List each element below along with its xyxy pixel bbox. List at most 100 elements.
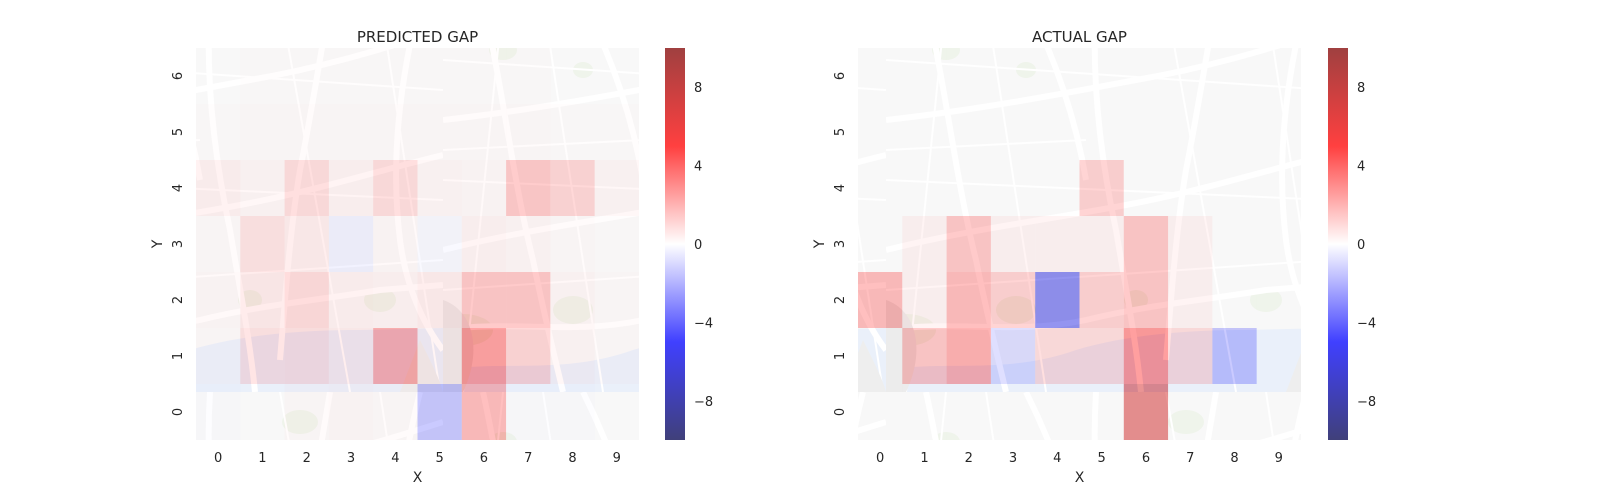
heatmap-cell — [196, 384, 241, 440]
heatmap-cell — [506, 272, 551, 328]
heatmap-cell — [506, 216, 551, 272]
heatmap-cell — [594, 48, 639, 104]
heatmap-cell — [461, 272, 507, 328]
heatmap-cell — [858, 328, 903, 384]
heatmap-cell — [240, 272, 285, 328]
heatmap-cell — [946, 328, 991, 384]
heatmap-cell — [1212, 216, 1257, 272]
heatmap-cell — [1256, 48, 1301, 104]
chart-title: PREDICTED GAP — [357, 28, 478, 46]
y-tick-label: 1 — [171, 352, 186, 360]
heatmap-cell — [990, 48, 1036, 104]
heatmap-cell — [417, 160, 462, 216]
x-tick-label: 4 — [391, 451, 399, 466]
heatmap-cell — [240, 384, 285, 440]
heatmap-cell — [1168, 48, 1213, 104]
heatmap-cell — [284, 384, 329, 440]
heatmap-cell — [990, 104, 1036, 160]
heatmap-cell — [461, 384, 507, 440]
heatmap-cell — [550, 160, 595, 216]
heatmap-cell — [1212, 160, 1257, 216]
heatmap-cell — [1123, 104, 1169, 160]
heatmap-cell — [858, 160, 903, 216]
heatmap-cell — [1079, 328, 1124, 384]
heatmap-cell — [196, 104, 241, 160]
chart-title: ACTUAL GAP — [1032, 28, 1127, 46]
x-tick-label: 7 — [524, 451, 532, 466]
heatmap-cell — [284, 216, 329, 272]
x-tick-label: 9 — [1275, 451, 1283, 466]
heatmap-cell — [284, 104, 329, 160]
map-background — [858, 48, 1301, 440]
colorbar-tick-label: 4 — [1357, 160, 1365, 175]
x-tick-label: 0 — [214, 451, 222, 466]
heatmap-cell — [858, 104, 903, 160]
heatmap-cell — [417, 384, 462, 440]
heatmap-cell — [417, 216, 462, 272]
heatmap-cell — [461, 216, 507, 272]
heatmap-cell — [373, 104, 418, 160]
heatmap-cell — [1123, 272, 1169, 328]
x-tick-label: 0 — [876, 451, 884, 466]
panel-predicted: PREDICTED GAP 0 1 2 3 4 5 6 7 8 9 X 0 1 2 3 4 5 6 Y 8 4 0 −4 −8 — [150, 28, 713, 486]
heatmap-cell — [550, 272, 595, 328]
y-tick-label: 3 — [171, 240, 186, 248]
y-tick-label: 6 — [833, 72, 848, 80]
heatmap-cell — [902, 384, 947, 440]
colorbar-tick-label: 4 — [694, 160, 702, 175]
heatmap-cell — [594, 272, 639, 328]
heatmap-cell — [328, 216, 374, 272]
heatmap-cell — [328, 272, 374, 328]
panel-actual: ACTUAL GAP 0 1 2 3 4 5 6 7 8 9 X 0 1 2 3 4 5 6 Y 8 4 0 −4 −8 — [812, 28, 1376, 486]
x-tick-label: 4 — [1053, 451, 1061, 466]
heatmap-cell — [1035, 216, 1080, 272]
heatmap-cell — [328, 160, 374, 216]
heatmap-cell — [1168, 216, 1213, 272]
heatmap-cell — [1079, 216, 1124, 272]
heatmap-cell — [946, 48, 991, 104]
heatmap-cell — [990, 328, 1036, 384]
x-tick-label: 5 — [1098, 451, 1106, 466]
heatmap-cell — [858, 272, 903, 328]
heatmap-cell — [550, 104, 595, 160]
heatmap-cell — [240, 104, 285, 160]
heatmap-cell — [196, 328, 241, 384]
heatmap-cell — [328, 104, 374, 160]
heatmap-cell — [1035, 384, 1080, 440]
heatmap-cell — [1079, 384, 1124, 440]
heatmap-cell — [284, 48, 329, 104]
y-tick-label: 4 — [171, 184, 186, 192]
heatmap-cell — [506, 160, 551, 216]
heatmap-cell — [461, 104, 507, 160]
heatmap-cell — [373, 160, 418, 216]
heatmap-cell — [550, 328, 595, 384]
heatmap-cell — [902, 104, 947, 160]
heatmap-cell — [1079, 160, 1124, 216]
heatmap-cell — [1256, 216, 1301, 272]
colorbar-tick-label: −8 — [694, 395, 713, 410]
colorbar — [665, 48, 685, 440]
heatmap-cell — [284, 160, 329, 216]
heatmap-cell — [902, 216, 947, 272]
heatmap-cell — [990, 384, 1036, 440]
y-tick-label: 4 — [833, 184, 848, 192]
heatmap-cell — [594, 384, 639, 440]
heatmap-cell — [1256, 160, 1301, 216]
heatmap-cell — [1212, 104, 1257, 160]
heatmap-cell — [373, 216, 418, 272]
heatmap-cell — [328, 328, 374, 384]
y-axis-label: Y — [150, 239, 166, 249]
colorbar-tick-label: −8 — [1357, 395, 1376, 410]
heatmap-cell — [1035, 328, 1080, 384]
heatmap-cell — [506, 384, 551, 440]
heatmap-cell — [550, 216, 595, 272]
colorbar-tick-label: 8 — [694, 81, 702, 96]
heatmap-cell — [284, 272, 329, 328]
heatmap-cell — [240, 216, 285, 272]
heatmap-cell — [373, 328, 418, 384]
heatmap-cell — [328, 48, 374, 104]
heatmap-cell — [1256, 104, 1301, 160]
heatmap-cell — [1035, 272, 1080, 328]
y-tick-label: 2 — [171, 296, 186, 304]
x-tick-label: 1 — [258, 451, 266, 466]
